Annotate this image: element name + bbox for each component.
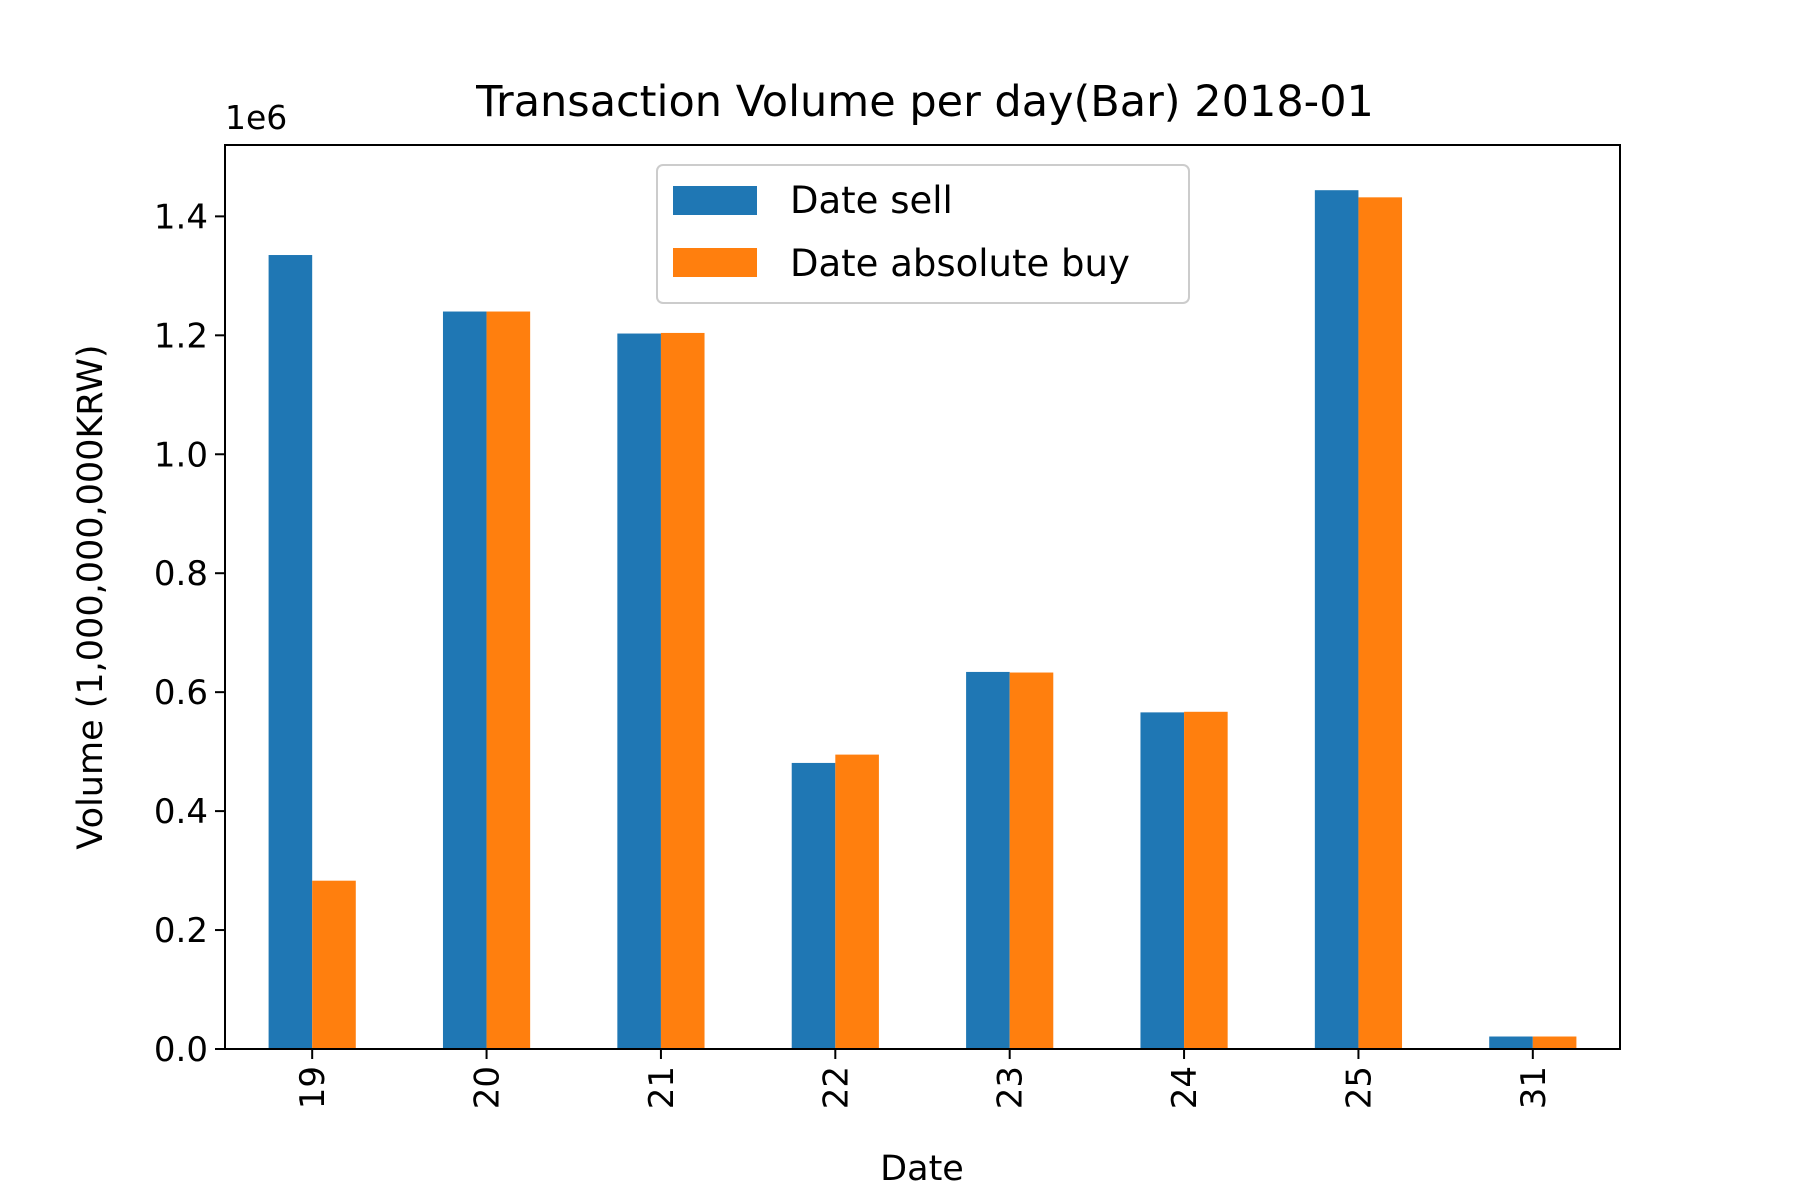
y-tick-label: 1.0 [154,435,208,475]
legend-swatch-date-sell [673,186,757,215]
x-tick-label: 20 [468,1066,508,1109]
y-tick-label: 0.2 [154,911,208,951]
bar-date-absolute-buy-24 [1184,711,1228,1049]
legend-swatch-date-absolute-buy [673,248,757,277]
bar-date-absolute-buy-20 [486,311,531,1049]
bar-date-sell-25 [1314,190,1359,1049]
x-tick-label: 19 [293,1066,333,1109]
bar-date-absolute-buy-21 [660,332,705,1049]
x-tick-label: 23 [991,1066,1031,1109]
bar-date-sell-24 [1140,712,1185,1049]
y-tick-label: 0.0 [154,1030,208,1070]
plot-frame [224,144,1621,1050]
y-tick-label: 0.4 [154,792,208,832]
bar-date-absolute-buy-23 [1009,672,1054,1049]
bar-date-sell-22 [791,762,836,1049]
bar-date-sell-23 [966,671,1010,1049]
x-tick-label: 25 [1339,1066,1379,1109]
bar-date-sell-21 [617,333,661,1049]
y-tick-label: 1.2 [154,316,208,356]
bar-date-sell-20 [442,311,487,1049]
bar-date-absolute-buy-19 [312,880,356,1049]
y-tick-label: 1.4 [154,197,208,237]
y-axis-label: Volume (1,000,000,000KRW) [71,344,111,849]
bar-date-absolute-buy-31 [1532,1036,1577,1049]
legend-label-date-absolute-buy: Date absolute buy [790,242,1130,285]
chart-title: Transaction Volume per day(Bar) 2018-01 [475,77,1374,127]
x-axis: 19 20 21 22 23 24 25 31 [293,1049,1554,1109]
bar-date-sell-19 [268,255,313,1050]
x-tick-label: 31 [1514,1066,1554,1109]
bar-date-absolute-buy-22 [835,754,879,1049]
bar-date-sell-31 [1489,1036,1533,1049]
y-tick-label: 0.8 [154,554,208,594]
x-tick-label: 22 [816,1066,856,1109]
legend: Date sell Date absolute buy [656,164,1190,304]
x-tick-label: 24 [1165,1066,1205,1109]
y-offset-label: 1e6 [225,98,287,137]
legend-frame [656,164,1190,304]
legend-label-date-sell: Date sell [790,179,953,222]
x-axis-label: Date [880,1149,964,1189]
bar-date-absolute-buy-25 [1358,197,1403,1049]
y-tick-label: 0.6 [154,673,208,713]
bars-group [268,190,1577,1050]
x-tick-label: 21 [642,1066,682,1109]
y-axis: 0.0 0.2 0.4 0.6 0.8 1.0 1.2 1.4 [154,197,225,1070]
